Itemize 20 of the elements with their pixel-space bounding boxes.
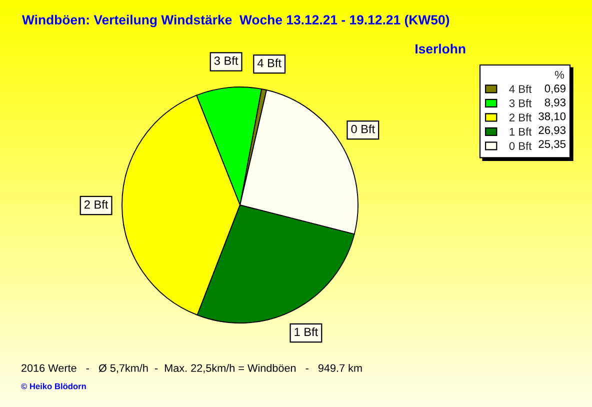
slice-label: 2 Bft (84, 200, 108, 209)
legend-label: 4 Bft (509, 84, 532, 93)
data-label: 0,69 (544, 84, 566, 94)
legend-label: 2 Bft (509, 113, 532, 122)
text: 2016 Werte - Ø 5,7km/h - Max. 22,5km/h = Windböen - 949.7 km (22, 364, 362, 374)
text: © Heiko Blödorn (21, 383, 86, 390)
legend-label: 0 Bft (509, 142, 532, 150)
slice-label: 0 Bft (351, 124, 375, 134)
legend-label: 1 Bft (510, 128, 532, 136)
slice-label: 4 Bft (257, 58, 282, 68)
data-label: 8,93 (544, 98, 566, 108)
chart-subtitle: Iserlohn (416, 44, 466, 54)
slice-label: 3 Bft (214, 56, 238, 65)
slice-label: 1 Bft (294, 327, 318, 336)
data-label: 38,10 (538, 112, 566, 122)
legend-label: 3 Bft (509, 99, 532, 108)
chart-title: Windböen: Verteilung Windstärke Woche 13.12.21 - 19.12.21 (KW50) (22, 14, 450, 28)
legend-title: % (554, 70, 564, 79)
data-label: 26,93 (538, 126, 566, 136)
data-label: 25,35 (538, 140, 566, 150)
